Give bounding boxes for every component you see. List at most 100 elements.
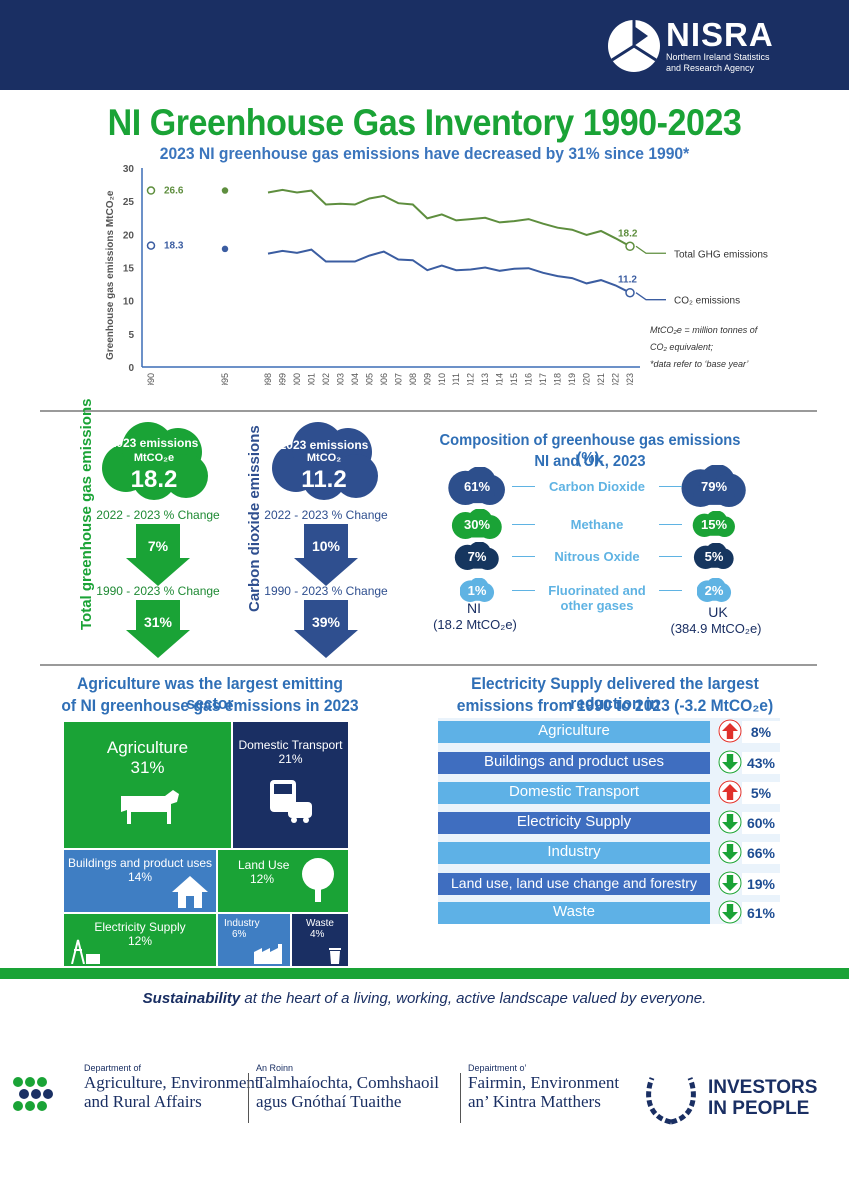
composition-gas-label-2: other gases — [560, 598, 634, 613]
uk-3-value: 2% — [704, 583, 724, 598]
uk-3-cloud-icon — [697, 578, 732, 602]
change-row-pct: 8% — [742, 721, 780, 743]
x-tick-label: 2005 — [364, 373, 374, 385]
cow-icon — [120, 790, 179, 824]
y-tick-label: 25 — [123, 197, 135, 208]
total-ghg-cloud-title: 2023 emissions — [109, 436, 199, 450]
page-subtitle: 2023 NI greenhouse gas emissions have de… — [159, 144, 690, 163]
uk-2-cloud-icon — [693, 543, 734, 569]
header-banner — [0, 0, 849, 90]
iip-text: INVESTORS IN PEOPLE — [708, 1077, 817, 1119]
dept1-line2: and Rural Affairs — [84, 1092, 202, 1111]
series-point — [146, 241, 156, 250]
change-row-pct: 19% — [742, 873, 780, 895]
change-row: Industry 66% — [438, 840, 780, 864]
y-tick-label: 30 — [123, 164, 135, 175]
change-row: Agriculture 8% — [438, 719, 780, 743]
treemap-waste: Waste 4% — [292, 914, 348, 966]
series-point — [221, 245, 229, 253]
tagline: Sustainability at the heart of a living,… — [0, 990, 849, 1007]
co2-cloud-icon — [272, 422, 378, 500]
change-row: Land use, land use change and forestry 19… — [438, 871, 780, 895]
treemap-electricity-pct: 12% — [127, 934, 153, 948]
treemap-electricity: Electricity Supply 12% — [64, 914, 216, 966]
x-tick-label: 2001 — [306, 373, 316, 385]
dept1-small: Department of — [84, 1063, 142, 1073]
divider-2 — [40, 664, 817, 666]
x-tick-label: 2011 — [451, 373, 461, 385]
total-ghg-arrow2-icon — [126, 600, 190, 658]
nisra-name: NISRA — [666, 16, 774, 53]
co2-arrow2-icon — [294, 600, 358, 658]
arrow-down-icon — [718, 810, 742, 834]
series-point — [625, 287, 635, 298]
total-ghg-change1-value: 7% — [147, 538, 169, 554]
arrow-up-icon — [718, 719, 742, 743]
treemap-waste-name: Waste — [306, 918, 334, 929]
co2-change1-label: 2022 - 2023 % Change — [264, 508, 388, 522]
x-tick-label: 2016 — [524, 373, 534, 385]
treemap-landuse-pct: 12% — [250, 872, 275, 886]
change-row-pct: 60% — [742, 812, 780, 834]
composition-gas-label: Carbon Dioxide — [535, 479, 659, 494]
series-line — [267, 248, 631, 294]
co2-arrow1-icon — [294, 524, 358, 586]
treemap-buildings: Buildings and product uses 14% — [64, 850, 216, 912]
change-row-name: Waste — [438, 902, 710, 924]
x-tick-label: 1995 — [220, 373, 230, 385]
co2-cloud-value: 11.2 — [301, 466, 347, 493]
emissions-line-chart: 0 5 10 15 20 25 30 Greenhouse gas emissions MtC… — [105, 164, 768, 385]
changes-title-1: Electricity Supply delivered the largest… — [471, 674, 759, 713]
uk-1-cloud-icon — [692, 511, 735, 537]
x-tick-label: 2013 — [480, 373, 490, 385]
iip-line1: INVESTORS — [708, 1077, 818, 1098]
series-point — [146, 186, 156, 195]
x-tick-label: 2010 — [437, 373, 447, 385]
arrow-down-icon — [718, 871, 742, 895]
x-tick-label: 2000 — [292, 373, 302, 385]
total-ghg-cloud-value: 18.2 — [130, 466, 178, 493]
footer-separator-2 — [460, 1073, 461, 1123]
nisra-sub1: Northern Ireland Statistics — [666, 52, 770, 62]
nisra-sub2: and Research Agency — [666, 63, 755, 73]
series-line — [267, 188, 631, 248]
treemap-agriculture: Agriculture 31% — [64, 722, 231, 848]
arrow-down-icon — [718, 900, 742, 924]
dept-irish: An Roinn Talmhaíochta, Comhshaoil agus G… — [256, 1063, 439, 1111]
treemap-land-use: Land Use 12% — [218, 850, 348, 912]
treemap-agriculture-name: Agriculture — [106, 738, 189, 757]
series-legend-leader — [635, 245, 666, 254]
series-legend-label: CO₂ emissions — [674, 296, 740, 307]
y-tick-label: 15 — [123, 264, 135, 275]
bus-car-icon — [269, 780, 312, 823]
composition-gas-label: Fluorinated and — [535, 583, 659, 598]
change-row: Buildings and product uses 43% — [438, 750, 780, 774]
sectors-treemap: Agriculture 31% Domestic Transport 21% B… — [64, 722, 348, 966]
treemap-electricity-name: Electricity Supply — [94, 920, 186, 934]
x-tick-label: 2021 — [596, 373, 606, 385]
x-tick-label: 2008 — [408, 373, 418, 385]
change-row: Domestic Transport 5% — [438, 780, 780, 804]
series-end-label: 11.2 — [618, 275, 637, 286]
x-tick-label: 1999 — [277, 373, 287, 385]
chart-note: CO₂ equivalent; — [650, 342, 713, 352]
house-icon — [172, 876, 208, 908]
chart-note: MtCO₂e = million tonnes of — [650, 325, 759, 335]
ni-0-value: 61% — [463, 479, 491, 494]
daera-logo-icon — [13, 1077, 53, 1111]
treemap-waste-pct: 4% — [310, 929, 325, 940]
x-tick-label: 2017 — [538, 373, 548, 385]
x-tick-label: 2003 — [335, 373, 345, 385]
total-ghg-side-label: Total greenhouse gas emissions — [78, 398, 95, 630]
change-row-pct: 66% — [742, 842, 780, 864]
total-ghg-change1-label: 2022 - 2023 % Change — [96, 508, 220, 522]
page-title: NI Greenhouse Gas Inventory 1990-2023 — [107, 102, 742, 143]
treemap-buildings-pct: 14% — [128, 870, 153, 884]
x-tick-label: 1998 — [263, 373, 273, 385]
change-row-name: Industry — [438, 842, 710, 864]
co2-cloud-title: 2023 emissions — [279, 438, 369, 452]
dept-ulster-scots: Depairtment o’ Fairmin, Environment an’ … — [468, 1063, 619, 1111]
footer-green-bar — [0, 968, 849, 979]
total-ghg-cloud-icon — [102, 422, 208, 500]
tagline-bold: Sustainability — [142, 990, 241, 1007]
